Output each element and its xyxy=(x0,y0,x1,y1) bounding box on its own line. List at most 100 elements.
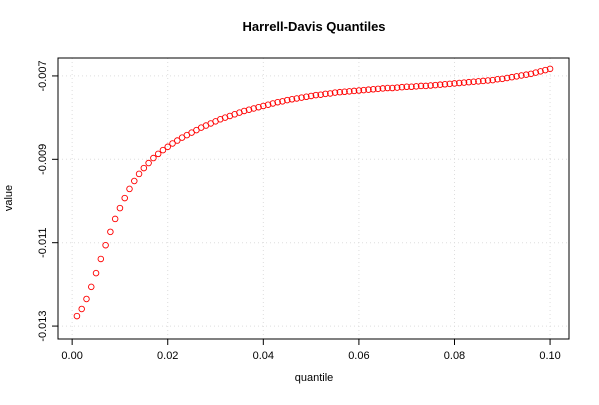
point xyxy=(255,103,262,111)
point xyxy=(135,170,143,178)
point xyxy=(331,89,339,96)
point xyxy=(240,107,248,115)
point xyxy=(260,102,267,110)
point xyxy=(398,83,406,91)
point xyxy=(274,98,281,106)
x-tick-label: 0.04 xyxy=(253,350,274,362)
point xyxy=(393,84,401,91)
point xyxy=(154,150,162,158)
point xyxy=(88,283,95,291)
y-tick-label: -0.011 xyxy=(37,228,49,258)
point xyxy=(522,71,530,78)
point xyxy=(279,98,286,105)
point xyxy=(460,79,468,86)
point xyxy=(326,90,334,97)
point xyxy=(121,194,128,202)
point xyxy=(159,146,167,154)
point xyxy=(174,137,181,144)
point xyxy=(169,140,176,147)
y-tick-label: -0.007 xyxy=(37,60,49,91)
point xyxy=(303,93,310,101)
point xyxy=(73,312,81,320)
point xyxy=(365,86,372,93)
point xyxy=(126,185,133,193)
point xyxy=(102,241,109,249)
point xyxy=(546,65,554,73)
point xyxy=(446,80,453,88)
point xyxy=(465,78,473,86)
point xyxy=(140,164,148,172)
point xyxy=(307,92,315,100)
point xyxy=(355,87,363,94)
x-tick-label: 0.02 xyxy=(157,350,178,362)
point xyxy=(346,88,353,95)
point xyxy=(518,72,525,79)
point xyxy=(350,87,358,95)
point xyxy=(479,77,487,85)
point xyxy=(116,204,124,212)
point xyxy=(250,105,258,112)
point xyxy=(475,78,482,85)
point xyxy=(542,66,549,74)
point xyxy=(436,81,444,88)
x-tick-label: 0.08 xyxy=(444,350,465,362)
point xyxy=(150,154,157,162)
point xyxy=(360,86,367,94)
point xyxy=(283,96,291,104)
y-tick-label: -0.009 xyxy=(37,144,49,175)
point xyxy=(451,80,458,87)
point xyxy=(532,69,539,76)
x-tick-label: 0.00 xyxy=(61,350,82,362)
point xyxy=(408,83,415,91)
point xyxy=(312,91,320,99)
point xyxy=(111,215,119,223)
point xyxy=(503,74,511,82)
point xyxy=(293,95,301,102)
point xyxy=(369,86,377,93)
point xyxy=(489,76,496,84)
point xyxy=(298,94,305,101)
point xyxy=(513,73,520,80)
point xyxy=(384,84,391,92)
point xyxy=(145,159,152,167)
point xyxy=(508,73,516,81)
point xyxy=(97,255,105,263)
chart-title: Harrell-Davis Quantiles xyxy=(242,19,385,34)
point xyxy=(417,82,425,90)
point xyxy=(389,84,396,92)
y-axis-label: value xyxy=(3,185,15,211)
point xyxy=(107,228,114,236)
point xyxy=(269,100,277,107)
point xyxy=(537,68,544,75)
x-tick-label: 0.10 xyxy=(539,350,560,362)
y-tick-label: -0.013 xyxy=(37,310,49,341)
x-tick-label: 0.06 xyxy=(348,350,369,362)
point xyxy=(456,79,463,87)
point xyxy=(322,90,329,98)
point xyxy=(527,70,535,78)
point xyxy=(494,76,501,83)
point xyxy=(288,96,296,103)
point xyxy=(341,88,348,96)
point xyxy=(422,82,430,90)
x-axis-label: quantile xyxy=(295,372,334,384)
point xyxy=(336,88,344,96)
point xyxy=(499,75,506,83)
point xyxy=(374,85,382,93)
point xyxy=(427,82,434,89)
point xyxy=(317,91,324,98)
point xyxy=(164,143,171,151)
point xyxy=(78,305,85,313)
point xyxy=(264,101,272,108)
point xyxy=(432,81,439,89)
point xyxy=(131,177,138,185)
point xyxy=(92,269,100,277)
point xyxy=(470,78,477,86)
point xyxy=(403,83,410,91)
point xyxy=(245,106,253,113)
point xyxy=(379,85,387,92)
plot-frame xyxy=(57,57,570,340)
point xyxy=(441,81,449,88)
point xyxy=(83,295,90,303)
